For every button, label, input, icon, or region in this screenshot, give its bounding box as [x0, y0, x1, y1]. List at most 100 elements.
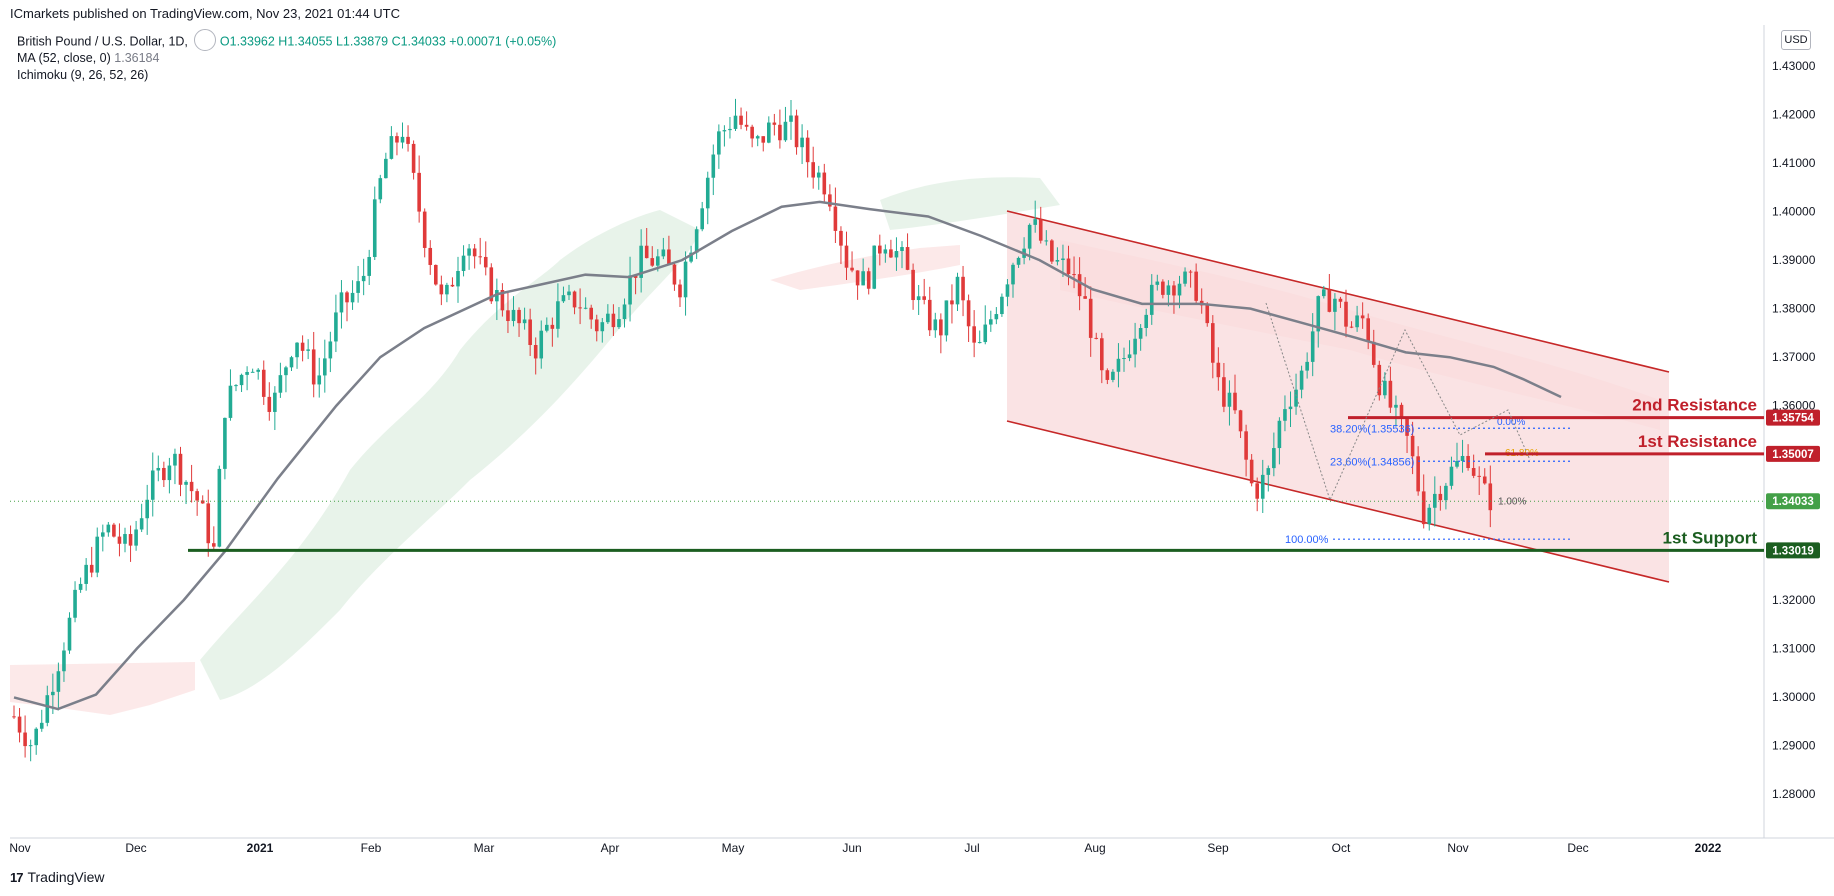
candle-body: [889, 249, 893, 258]
candle-body: [694, 229, 699, 253]
y-tick-label: 1.37000: [1772, 350, 1816, 364]
brand-name: TradingView: [27, 869, 105, 885]
last-price-tag: [1766, 493, 1820, 510]
candle-body: [1172, 285, 1176, 296]
candle-body: [1455, 461, 1459, 467]
candle-body: [1338, 298, 1343, 302]
candle-body: [1161, 281, 1165, 295]
candle-body: [839, 230, 843, 246]
candle-body: [411, 143, 416, 173]
candle-body: [961, 276, 965, 301]
symbol-name[interactable]: British Pound / U.S. Dollar, 1D,: [17, 34, 188, 49]
candle-body: [855, 270, 860, 286]
candle-body: [1177, 283, 1182, 296]
x-tick-label: Nov: [9, 841, 30, 855]
candle-body: [717, 131, 721, 155]
candle-body: [367, 257, 371, 276]
x-tick-label: Jun: [842, 841, 861, 855]
candle-body: [234, 385, 238, 387]
market-status-icon: [193, 29, 216, 51]
candle-body: [778, 124, 782, 141]
candle-body: [278, 375, 283, 393]
y-tick-label: 1.39000: [1772, 253, 1816, 267]
candle-body: [189, 481, 194, 492]
candle-body: [156, 467, 161, 471]
candle-body: [700, 208, 704, 230]
channel-upper-line[interactable]: [1006, 210, 1670, 373]
candle-body: [1333, 298, 1337, 312]
candle-body: [295, 342, 299, 358]
candle-body: [678, 284, 682, 298]
candle-body: [173, 453, 177, 466]
candle-body: [45, 695, 50, 723]
candle-body: [1138, 327, 1143, 339]
candle-body: [56, 671, 61, 692]
candle-body: [883, 249, 888, 254]
y-tick-label: 1.29000: [1772, 738, 1816, 752]
legend-ichimoku-row[interactable]: Ichimoku (9, 26, 52, 26): [17, 67, 556, 84]
candle-body: [1344, 301, 1348, 327]
candle-body: [594, 319, 599, 332]
candle-body: [139, 518, 144, 530]
candle-body: [1377, 364, 1382, 396]
candle-body: [245, 371, 249, 375]
candle-body: [1122, 358, 1126, 360]
candle-body: [783, 121, 788, 141]
candle-body: [1399, 404, 1404, 418]
candle-body: [1144, 314, 1148, 328]
legend-symbol-row: British Pound / U.S. Dollar, 1D, O1.33962…: [17, 29, 556, 51]
candle-body: [1349, 326, 1354, 328]
currency-button[interactable]: USD: [1781, 30, 1811, 50]
candle-body: [772, 122, 777, 125]
candle-body: [1166, 285, 1171, 295]
candle-body: [417, 172, 421, 212]
x-tick-label: Sep: [1207, 841, 1229, 855]
candle-body: [12, 716, 16, 718]
candle-body: [78, 583, 83, 590]
candle-body: [1233, 392, 1237, 411]
candle-body: [267, 396, 272, 412]
candle-body: [1000, 296, 1004, 315]
fib-label: 100.00%: [1285, 534, 1329, 546]
candle-body: [1355, 315, 1359, 328]
legend-ma-row[interactable]: MA (52, close, 0) 1.36184: [17, 50, 556, 67]
price-tag: [1766, 542, 1820, 559]
candle-body: [212, 543, 216, 547]
tradingview-brand[interactable]: 17 TradingView: [10, 869, 105, 885]
descending-channel[interactable]: [1006, 210, 1670, 583]
candle-body: [1449, 466, 1454, 486]
candle-body: [589, 307, 593, 320]
candle-body: [1394, 404, 1398, 408]
candle-body: [123, 534, 127, 544]
candle-body: [528, 319, 532, 346]
candle-body: [461, 255, 466, 271]
price-tag-label: 1.33019: [1772, 545, 1814, 557]
candle-body: [533, 345, 538, 359]
candle-body: [73, 589, 77, 618]
candle-body: [1133, 338, 1137, 355]
y-tick-label: 1.36000: [1772, 399, 1816, 413]
candle-body: [1388, 380, 1393, 408]
candle-body: [1077, 274, 1082, 297]
candle-body: [689, 252, 693, 262]
candle-body: [422, 211, 427, 248]
fibonacci-levels: 38.20%(1.35536) 23.60%(1.34856) 100.00% 0.0…: [1285, 417, 1570, 546]
candle-body: [389, 136, 394, 159]
candle-body: [300, 342, 305, 351]
candle-body: [1016, 257, 1021, 265]
candle-body: [28, 745, 33, 747]
candle-body: [84, 564, 88, 584]
candle-body: [1183, 271, 1187, 284]
candle-body: [384, 158, 388, 179]
candle-body: [112, 524, 116, 537]
y-tick-label: 1.41000: [1772, 156, 1816, 170]
candle-body: [1471, 468, 1476, 476]
candle-body: [478, 256, 482, 258]
x-tick-label: 2022: [1695, 841, 1722, 855]
candle-body: [500, 290, 505, 311]
candle-body: [1222, 377, 1226, 407]
candle-body: [406, 136, 410, 144]
candle-body: [1094, 337, 1099, 339]
candle-body: [106, 524, 111, 533]
